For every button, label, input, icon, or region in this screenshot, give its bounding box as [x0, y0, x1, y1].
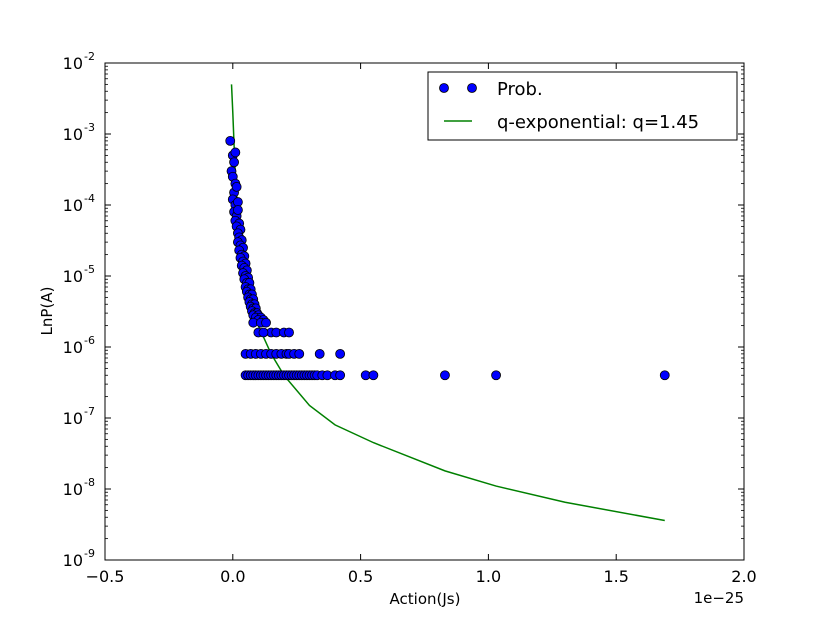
data-point [258, 327, 269, 338]
legend-label-prob: Prob. [497, 79, 543, 100]
data-point [261, 317, 271, 328]
data-point [229, 157, 239, 168]
legend: Prob. q-exponential: q=1.45 [427, 71, 738, 141]
x-tick-label: 2.0 [731, 567, 756, 586]
x-tick-label: −0.5 [86, 567, 125, 586]
data-point [335, 348, 346, 359]
data-point [335, 370, 346, 381]
legend-box [427, 71, 738, 141]
x-tick-label: 1.5 [603, 567, 628, 586]
y-tick-exponent: -7 [84, 405, 95, 418]
data-point [233, 205, 243, 215]
plot-area [104, 62, 745, 561]
y-tick-exponent: -8 [84, 476, 95, 489]
data-point [230, 147, 241, 158]
y-tick-exponent: -4 [84, 192, 95, 205]
y-tick-exponent: -2 [84, 50, 95, 63]
series-prob [225, 135, 670, 381]
legend-marker-prob-right [467, 83, 477, 93]
data-point [440, 370, 450, 381]
y-tick-exponent: -5 [84, 263, 95, 276]
y-tick-label: 10 -8 [63, 476, 95, 499]
x-tick-label: 0.5 [348, 567, 373, 586]
legend-label-qexp: q-exponential: q=1.45 [497, 112, 699, 133]
y-tick-label: 10 -7 [63, 405, 95, 428]
data-point [294, 348, 305, 359]
x-axis-label: Action(Js) [390, 590, 461, 608]
legend-marker-prob-left [439, 83, 449, 93]
y-tick-label: 10 -2 [63, 50, 95, 73]
data-point [284, 327, 294, 338]
y-tick-base: 10 [63, 409, 83, 428]
y-tick-base: 10 [63, 125, 83, 144]
y-tick-label: 10 -4 [63, 192, 95, 215]
y-tick-base: 10 [63, 54, 83, 73]
x-tick-label: 1.0 [476, 567, 501, 586]
x-tick-label: 0.0 [220, 567, 245, 586]
y-axis: 10-210-310-410-510-610-710-810-9 [63, 50, 744, 570]
y-tick-label: 10 -5 [63, 263, 95, 286]
y-axis-label: LnP(A) [38, 287, 56, 336]
data-point [225, 135, 236, 146]
y-tick-label: 10 -9 [63, 547, 95, 570]
y-tick-base: 10 [63, 267, 83, 286]
x-axis: −0.5 0.0 0.5 1.0 1.5 2.0 [86, 63, 757, 586]
y-tick-base: 10 [63, 480, 83, 499]
y-tick-label: 10 -6 [63, 334, 95, 357]
data-point [659, 370, 670, 381]
y-tick-base: 10 [63, 551, 83, 570]
y-tick-exponent: -3 [84, 121, 95, 134]
y-tick-label: 10 -3 [63, 121, 95, 144]
y-tick-base: 10 [63, 338, 83, 357]
x-offset-label: 1e−25 [694, 589, 744, 607]
y-tick-base: 10 [63, 196, 83, 215]
series-layer [225, 84, 670, 522]
data-point [231, 181, 242, 192]
y-tick-exponent: -9 [84, 547, 95, 560]
data-point [491, 370, 501, 381]
data-point [314, 348, 325, 359]
data-point [368, 370, 379, 381]
y-tick-exponent: -6 [84, 334, 95, 347]
